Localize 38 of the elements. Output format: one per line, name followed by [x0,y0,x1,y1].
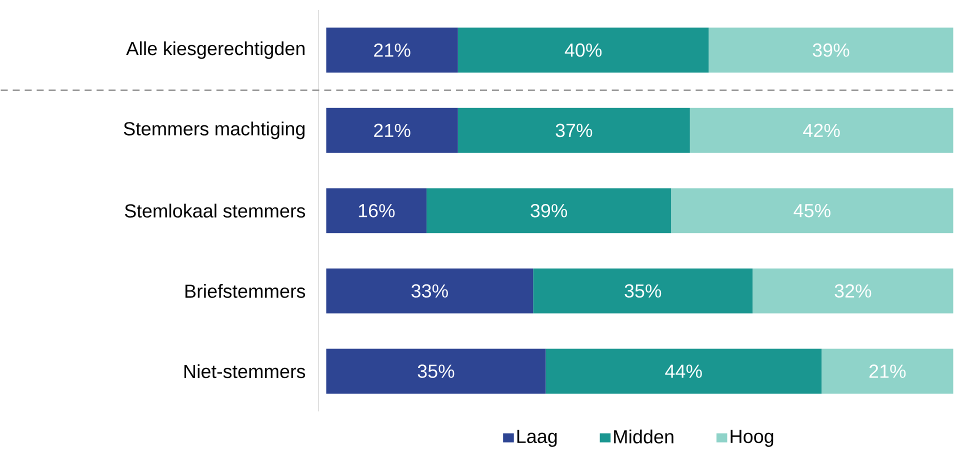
bar [546,348,822,394]
data-label: 44% [665,364,702,378]
bar [708,28,954,72]
data-label: 16% [358,204,395,218]
bar [458,108,690,153]
legend-label: Laag [517,430,557,447]
data-label: 45% [794,204,830,218]
data-label: 33% [412,284,448,298]
legend-label: Midden [614,429,674,444]
data-label: 32% [834,284,872,298]
bar [690,108,954,153]
bar [326,28,458,72]
data-label: 39% [530,204,568,218]
data-label: 39% [812,43,850,57]
data-label: 35% [624,284,662,298]
y-tick-label: Briefstemmers [186,284,306,298]
data-label: 21% [374,124,410,137]
data-label: 21% [869,364,906,378]
bar [326,188,427,234]
data-label: 37% [556,124,592,137]
bar [326,108,458,153]
bar [458,28,709,72]
bar [326,268,534,314]
bar [752,268,954,314]
data-label: 40% [564,43,602,57]
data-label: 35% [418,364,454,378]
bar [326,348,546,394]
data-label: 21% [374,43,410,57]
y-tick-label: Alle kiesgerechtigden [126,41,304,59]
data-label: 42% [803,124,840,137]
y-tick-label: Stemmers machtiging [124,121,304,140]
bar [426,188,672,234]
y-tick-label: Stemlokaal stemmers [124,204,306,218]
bar [822,348,954,394]
y-tick-label: Niet-stemmers [184,364,306,378]
bar [671,188,954,234]
bar [533,268,753,314]
legend-label: Hoog [730,430,774,447]
